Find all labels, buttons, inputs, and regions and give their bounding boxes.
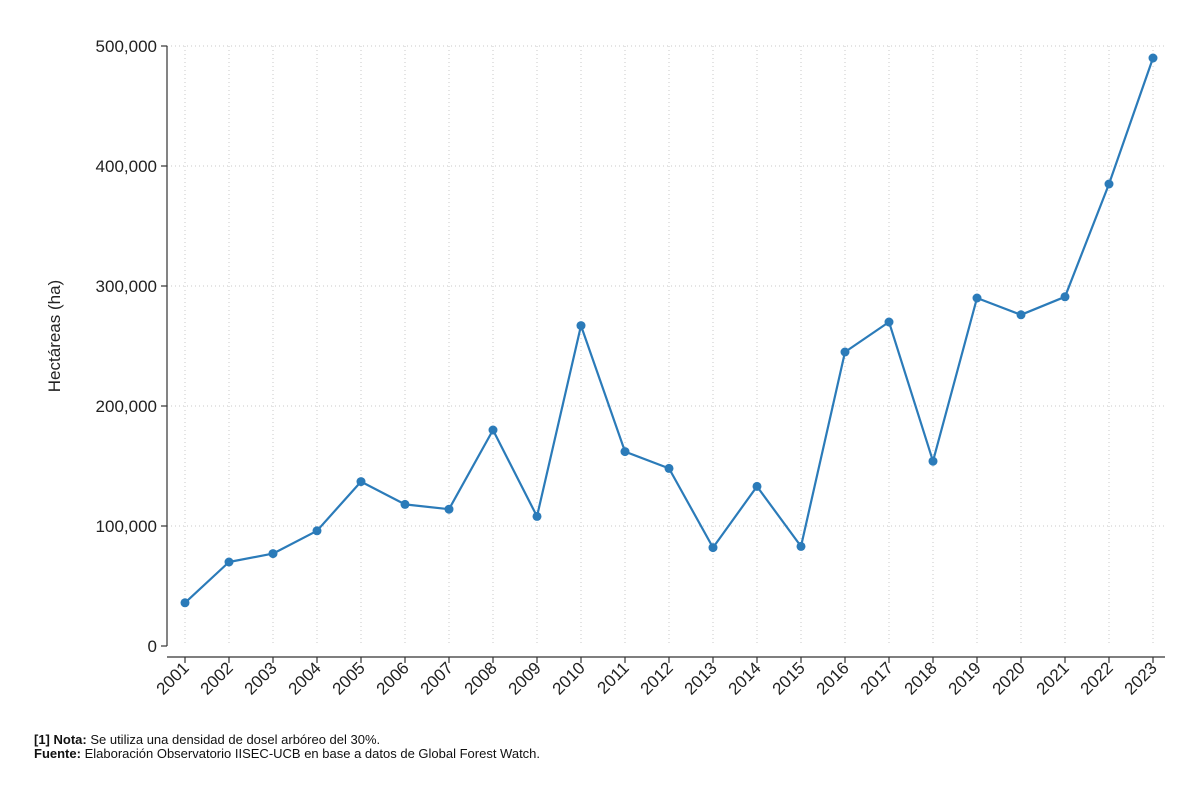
x-tick-label: 2004 bbox=[285, 658, 325, 698]
x-tick-label: 2007 bbox=[417, 658, 457, 698]
data-point bbox=[1148, 53, 1158, 63]
data-point bbox=[576, 321, 586, 331]
x-tick-label: 2003 bbox=[241, 658, 281, 698]
data-point bbox=[532, 511, 542, 521]
data-point bbox=[444, 504, 454, 514]
x-tick-label: 2012 bbox=[637, 658, 677, 698]
data-point bbox=[1104, 179, 1114, 189]
x-tick-label: 2018 bbox=[901, 658, 941, 698]
series bbox=[180, 53, 1158, 608]
data-point bbox=[312, 526, 322, 536]
y-tick-label: 400,000 bbox=[96, 157, 157, 176]
data-point bbox=[752, 481, 762, 491]
x-tick-label: 2019 bbox=[945, 658, 985, 698]
x-tick-label: 2005 bbox=[329, 658, 369, 698]
data-point bbox=[884, 317, 894, 327]
data-point bbox=[224, 557, 234, 567]
y-axis-label: Hectáreas (ha) bbox=[45, 280, 64, 392]
x-tick-label: 2002 bbox=[197, 658, 237, 698]
x-tick-label: 2021 bbox=[1033, 658, 1073, 698]
y-tick-label: 300,000 bbox=[96, 277, 157, 296]
y-tick-label: 200,000 bbox=[96, 397, 157, 416]
note-label: [1] Nota: bbox=[34, 732, 87, 747]
x-tick-label: 2013 bbox=[681, 658, 721, 698]
data-point bbox=[1060, 292, 1070, 302]
data-point bbox=[488, 425, 498, 435]
data-point bbox=[356, 477, 366, 487]
note-line: [1] Nota: Se utiliza una densidad de dos… bbox=[34, 733, 380, 747]
data-point bbox=[268, 549, 278, 559]
note-text: Se utiliza una densidad de dosel arbóreo… bbox=[86, 732, 381, 747]
x-tick-label: 2015 bbox=[769, 658, 809, 698]
data-point bbox=[180, 598, 190, 608]
source-label: Fuente: bbox=[34, 746, 81, 761]
data-point bbox=[972, 293, 982, 303]
x-tick-label: 2020 bbox=[989, 658, 1029, 698]
x-tick-label: 2008 bbox=[461, 658, 501, 698]
x-tick-label: 2023 bbox=[1121, 658, 1161, 698]
x-tick-label: 2022 bbox=[1077, 658, 1117, 698]
data-point bbox=[796, 541, 806, 551]
y-tick-label: 500,000 bbox=[96, 37, 157, 56]
x-tick-label: 2001 bbox=[153, 658, 193, 698]
x-tick-label: 2010 bbox=[549, 658, 589, 698]
data-point bbox=[1016, 310, 1026, 320]
y-tick-label: 100,000 bbox=[96, 517, 157, 536]
data-point bbox=[400, 499, 410, 509]
x-tick-label: 2009 bbox=[505, 658, 545, 698]
data-point bbox=[664, 463, 674, 473]
x-tick-label: 2016 bbox=[813, 658, 853, 698]
y-tick-label: 0 bbox=[148, 637, 157, 656]
source-line: Fuente: Elaboración Observatorio IISEC-U… bbox=[34, 747, 540, 761]
x-tick-label: 2011 bbox=[594, 658, 633, 697]
source-text: Elaboración Observatorio IISEC-UCB en ba… bbox=[80, 746, 541, 761]
data-point bbox=[708, 543, 718, 553]
data-point bbox=[840, 347, 850, 357]
axes: 0 100,000 200,000 300,000 400,000 500,000 2001… bbox=[96, 37, 1165, 699]
grid bbox=[167, 45, 1165, 646]
x-tick-label: 2017 bbox=[857, 658, 897, 698]
data-point bbox=[620, 447, 630, 457]
data-point bbox=[928, 456, 938, 466]
x-tick-label: 2014 bbox=[725, 658, 765, 698]
x-tick-label: 2006 bbox=[373, 658, 413, 698]
